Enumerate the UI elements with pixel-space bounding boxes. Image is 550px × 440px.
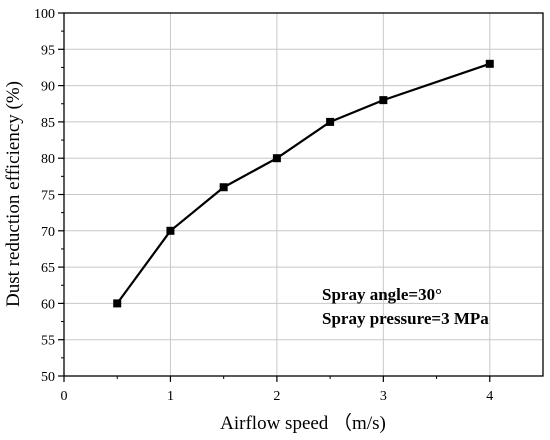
x-tick-label: 3 — [380, 389, 387, 404]
y-tick-label: 75 — [41, 189, 55, 204]
y-tick-label: 65 — [41, 261, 55, 276]
x-tick-label: 4 — [486, 389, 493, 404]
data-point-marker — [379, 96, 388, 105]
y-axis-title: Dust reduction efficiency (%) — [3, 81, 24, 307]
data-point-marker — [166, 226, 175, 235]
y-tick-label: 80 — [41, 152, 55, 167]
series-layer — [113, 59, 494, 308]
y-tick-label: 95 — [41, 43, 55, 58]
data-point-marker — [326, 117, 335, 126]
annotation-spray-pressure: Spray pressure=3 MPa — [322, 309, 489, 328]
y-tick-label: 55 — [41, 334, 55, 349]
grid-lines — [64, 13, 543, 376]
data-point-marker — [219, 183, 228, 192]
tick-labels: 0 1 2 3 4 50 55 60 65 70 75 80 85 90 95 100 — [34, 7, 493, 404]
y-tick-label: 90 — [41, 80, 55, 95]
data-point-marker — [272, 154, 281, 163]
annotation-spray-angle: Spray angle=30° — [322, 285, 442, 304]
x-tick-label: 2 — [273, 389, 280, 404]
plot-frame — [63, 12, 544, 377]
data-point-marker — [113, 299, 122, 308]
y-tick-label: 50 — [41, 370, 55, 385]
x-tick-label: 0 — [61, 389, 68, 404]
data-point-marker — [485, 59, 494, 68]
y-tick-label: 70 — [41, 225, 55, 240]
x-axis-title: Airflow speed （m/s) — [220, 412, 386, 434]
y-tick-label: 85 — [41, 116, 55, 131]
y-tick-label: 100 — [34, 7, 55, 22]
y-tick-label: 60 — [41, 297, 55, 312]
x-tick-label: 1 — [167, 389, 174, 404]
